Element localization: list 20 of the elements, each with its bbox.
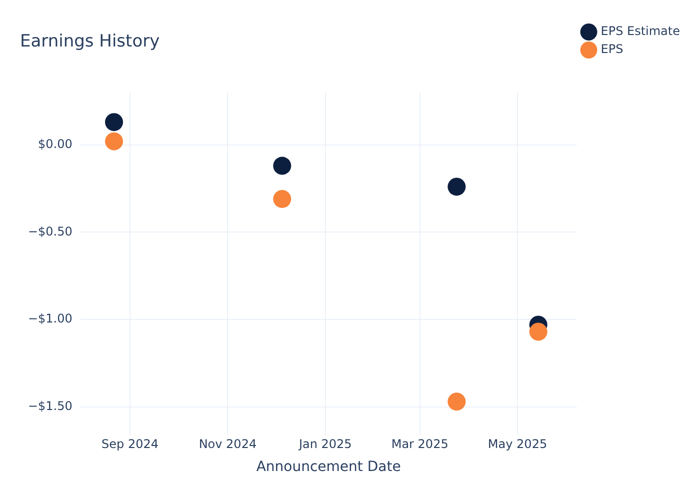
legend-label: EPS: [600, 42, 624, 56]
x-tick-label: Jan 2025: [298, 437, 352, 452]
y-tick-label: −$1.00: [28, 312, 72, 326]
point: [273, 156, 292, 175]
x-tick-label: May 2025: [488, 437, 548, 452]
point: [448, 178, 466, 196]
chart-title: Earnings History: [20, 32, 160, 52]
y-tick-label: −$1.50: [28, 398, 72, 413]
point: [448, 392, 466, 411]
x-tick-label: Sep 2024: [102, 437, 159, 452]
y-tick-label: −$0.50: [28, 224, 72, 238]
x-axis-title: Announcement Date: [256, 459, 401, 476]
x-tick-label: Nov 2024: [198, 437, 257, 452]
point: [105, 132, 124, 150]
y-tick-label: $0.00: [38, 136, 72, 151]
point: [529, 322, 548, 341]
legend-label: EPS Estimate: [600, 24, 680, 38]
x-tick-label: Mar 2025: [391, 437, 448, 452]
point: [273, 190, 292, 208]
point: [105, 113, 124, 132]
